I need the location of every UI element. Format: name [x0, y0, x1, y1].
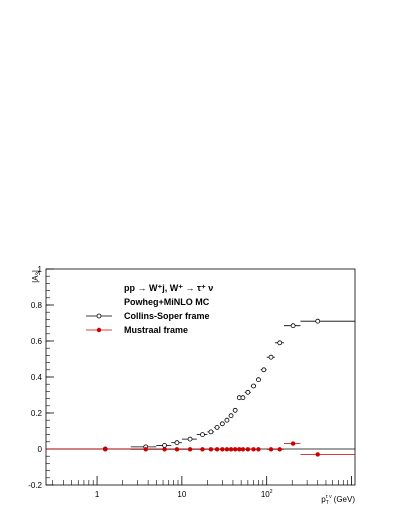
y-axis: -0.2 0 0.2 0.4 0.6 0.8 1: [28, 265, 54, 490]
legend-marker-collins-soper: [96, 313, 102, 319]
data-point: [224, 417, 230, 423]
data-point: [200, 432, 205, 438]
legend-entry-mustraal: Mustraal frame: [124, 325, 188, 335]
data-point: [251, 447, 256, 452]
y-tick-label: 0.6: [31, 337, 43, 346]
data-point: [277, 447, 282, 452]
data-series: [46, 318, 355, 457]
series-mustraal: [46, 441, 355, 457]
data-point: [143, 447, 148, 452]
y-tick-label: 0: [38, 445, 43, 454]
data-point: [219, 421, 225, 427]
data-point: [256, 377, 261, 383]
y-tick-label: 0.2: [31, 409, 43, 418]
legend-title-line2: Powheg+MiNLO MC: [124, 297, 210, 307]
data-point: [103, 446, 108, 452]
x-tick-label: 10: [177, 490, 186, 499]
data-point: [268, 447, 274, 452]
data-point: [256, 447, 261, 452]
legend-entry-collins-soper: Collins-Soper frame: [124, 311, 210, 321]
data-point: [224, 447, 230, 452]
data-point: [187, 436, 193, 442]
data-point: [174, 447, 180, 452]
data-point: [315, 318, 321, 324]
data-point: [232, 447, 238, 452]
y-tick-label: 0.4: [31, 373, 43, 382]
y-tick-label: 0.8: [31, 301, 43, 310]
data-point: [290, 441, 296, 446]
data-point: [162, 442, 167, 448]
data-point: [187, 447, 193, 452]
x-axis-title: pTτ ν (GeV): [321, 494, 355, 506]
data-point: [315, 452, 320, 457]
x-tick-label: 102: [261, 489, 273, 499]
legend-marker-mustraal: [96, 327, 102, 333]
data-point: [240, 447, 246, 452]
data-point: [214, 447, 220, 452]
data-point: [200, 447, 205, 452]
data-point: [162, 447, 167, 452]
data-point: [208, 429, 214, 435]
data-point: [232, 407, 238, 413]
series-collins-soper: [46, 318, 355, 452]
data-point: [208, 447, 214, 452]
data-point: [245, 447, 251, 452]
y-axis-title: |A3|: [31, 270, 42, 283]
data-point: [240, 395, 246, 401]
data-point: [245, 389, 251, 395]
data-point: [261, 367, 267, 373]
data-point: [290, 323, 296, 329]
data-point: [277, 340, 283, 346]
data-point: [228, 447, 234, 452]
y-tick-label: 1: [38, 265, 43, 274]
x-tick-label: 1: [95, 490, 100, 499]
data-point: [251, 383, 256, 389]
data-point: [228, 413, 234, 419]
x-axis: 1 10 102: [52, 476, 352, 499]
data-point: [174, 440, 180, 446]
data-point: [220, 447, 225, 452]
data-point: [237, 447, 242, 452]
legend-title-line1: pp → W⁺j, W⁺ → τ⁺ ν: [124, 283, 213, 293]
data-point: [214, 424, 220, 430]
data-point: [268, 354, 274, 360]
y-tick-label: -0.2: [28, 481, 42, 490]
legend: pp → W⁺j, W⁺ → τ⁺ ν Powheg+MiNLO MC Coll…: [86, 283, 213, 335]
